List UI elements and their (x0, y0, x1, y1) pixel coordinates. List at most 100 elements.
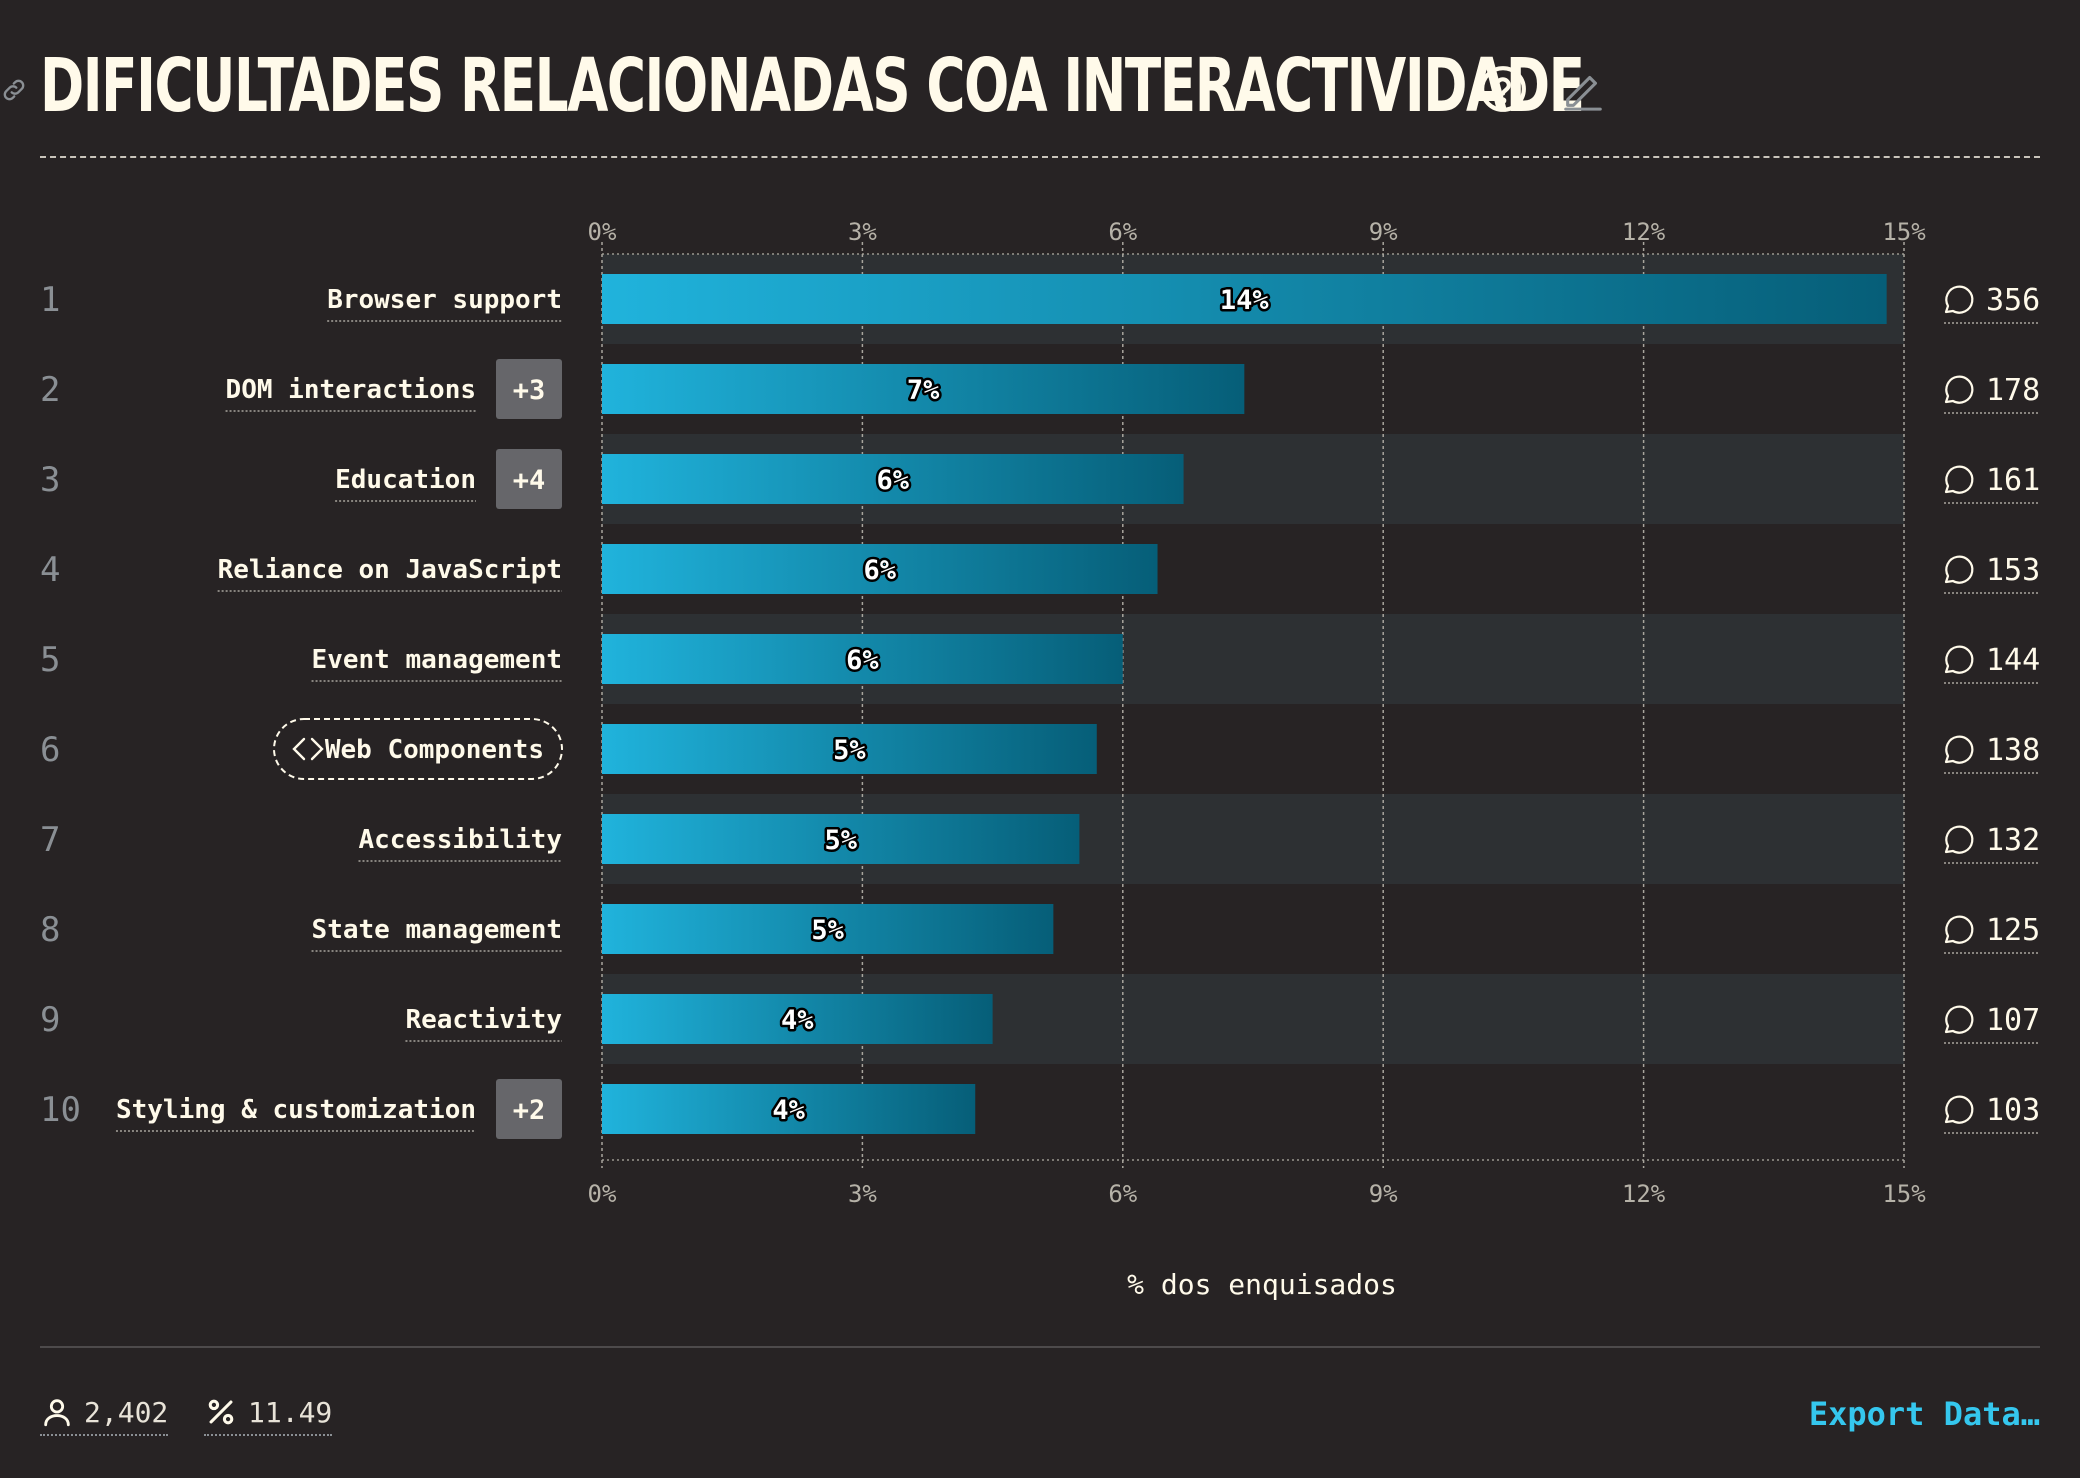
rank-number: 4 (40, 550, 60, 590)
bar[interactable] (602, 454, 1184, 504)
bar-value-label: 14% (1220, 285, 1270, 316)
bar[interactable] (602, 994, 993, 1044)
bar[interactable] (602, 634, 1123, 684)
category-label[interactable]: Reactivity (405, 1005, 562, 1035)
bar-row[interactable]: 10 +2 Styling & customization 4% 103 (40, 1079, 2040, 1139)
category-label[interactable]: Education (335, 465, 476, 495)
comment-icon (1944, 555, 1974, 584)
comment-count[interactable]: 107 (1986, 1003, 2040, 1038)
category-label[interactable]: DOM interactions (226, 375, 476, 405)
rank-number: 9 (40, 1000, 60, 1040)
bar-value-label: 7% (907, 375, 940, 406)
comment-icon (1944, 645, 1974, 674)
bar[interactable] (602, 724, 1097, 774)
highlight-pill[interactable] (273, 718, 563, 780)
bar-value-label: 6% (864, 555, 897, 586)
x-tick-label: 15% (1882, 1180, 1926, 1208)
x-tick-label: 6% (1108, 218, 1137, 246)
bar[interactable] (602, 814, 1080, 864)
bar-row[interactable]: 3 +4 Education 6% 161 (40, 449, 2040, 509)
comment-count[interactable]: 356 (1986, 283, 2040, 318)
x-axis-label: % dos enquisados (1127, 1268, 1397, 1301)
bar-row[interactable]: 4 Reliance on JavaScript 6% 153 (40, 544, 2040, 594)
comment-count[interactable]: 132 (1986, 823, 2040, 858)
category-label[interactable]: Reliance on JavaScript (218, 555, 562, 585)
category-label[interactable]: Event management (312, 645, 562, 675)
comment-count[interactable]: 125 (1986, 913, 2040, 948)
x-tick-label: 12% (1622, 218, 1666, 246)
bar-rows: 1 Browser support 14% 356 2 +3 DOM interaction… (40, 274, 2040, 1139)
comment-count[interactable]: 178 (1986, 373, 2040, 408)
bar-value-label: 6% (846, 645, 879, 676)
grid-lines (601, 242, 1905, 1168)
extra-badge-label: +3 (513, 375, 546, 406)
row-bands (602, 254, 1904, 1064)
bar-value-label: 5% (811, 915, 844, 946)
rank-number: 1 (40, 280, 60, 320)
category-label[interactable]: Accessibility (359, 825, 563, 855)
extra-badge[interactable] (496, 449, 562, 509)
chart-header: DIFICULTADES RELACIONADAS COA INTERACTIV… (3, 38, 2040, 158)
bar[interactable] (602, 364, 1245, 414)
rank-number: 7 (40, 820, 60, 860)
bar-row[interactable]: 8 State management 5% 125 (40, 904, 2040, 954)
respondents-count: 2,402 (84, 1395, 169, 1429)
bar-value-label: 4% (772, 1095, 805, 1126)
footer-divider (40, 1346, 2040, 1348)
rank-number: 2 (40, 370, 60, 410)
pencil-icon[interactable] (1560, 66, 1606, 112)
bar-row[interactable]: 1 Browser support 14% 356 (40, 274, 2040, 324)
bar-value-label: 5% (833, 735, 866, 766)
comment-icon (1944, 1005, 1974, 1034)
extra-badge-label: +4 (513, 465, 546, 496)
x-tick-label: 0% (588, 218, 617, 246)
comment-count[interactable]: 153 (1986, 553, 2040, 588)
bar-row[interactable]: 6 Web Components 5% 138 (40, 718, 2040, 780)
comment-count[interactable]: 138 (1986, 733, 2040, 768)
rank-number: 3 (40, 460, 60, 500)
x-tick-label: 15% (1882, 218, 1926, 246)
respondents-stat[interactable]: 2,402 (40, 1392, 169, 1436)
bar-value-label: 4% (781, 1005, 814, 1036)
x-tick-label: 3% (848, 1180, 877, 1208)
bar-row[interactable]: 2 +3 DOM interactions 7% 178 (40, 359, 2040, 419)
bar-value-label: 6% (877, 465, 910, 496)
code-icon (292, 737, 324, 761)
x-tick-label: 9% (1369, 1180, 1398, 1208)
comment-icon (1944, 825, 1974, 854)
category-label[interactable]: Browser support (327, 285, 562, 315)
bar-row[interactable]: 5 Event management 6% 144 (40, 634, 2040, 684)
x-tick-label: 3% (848, 218, 877, 246)
bar-row[interactable]: 9 Reactivity 4% 107 (40, 994, 2040, 1044)
page-title: DIFICULTADES RELACIONADAS COA INTERACTIV… (40, 43, 1585, 129)
bar[interactable] (602, 274, 1887, 324)
comment-icon (1944, 285, 1974, 314)
comment-count[interactable]: 161 (1986, 463, 2040, 498)
export-data-button[interactable]: Export Data… (1808, 1395, 2040, 1433)
bar[interactable] (602, 904, 1054, 954)
x-tick-label: 12% (1622, 1180, 1666, 1208)
bar-row[interactable]: 7 Accessibility 5% 132 (40, 814, 2040, 864)
extra-badge[interactable] (496, 359, 562, 419)
link-icon[interactable] (0, 76, 28, 104)
header-divider (40, 156, 2040, 158)
percent-icon (208, 1399, 234, 1425)
comment-count[interactable]: 144 (1986, 643, 2040, 678)
comment-icon (1944, 735, 1974, 764)
rank-number: 5 (40, 640, 60, 680)
percent-value: 11.49 (248, 1395, 333, 1429)
x-axis-top: 0% 3% 6% 9% 12% 15% (588, 218, 1927, 246)
x-tick-label: 9% (1369, 218, 1398, 246)
extra-badge[interactable] (496, 1079, 562, 1139)
x-tick-label: 6% (1108, 1180, 1137, 1208)
bar[interactable] (602, 544, 1158, 594)
help-circle-icon[interactable] (1478, 64, 1528, 114)
bar-chart: 0% 3% 6% 9% 12% 15% 0% 3% 6% 9% 12% 15% 1 Browser s… (40, 218, 2040, 1301)
percent-stat[interactable]: 11.49 (204, 1392, 333, 1436)
category-label[interactable]: Styling & customization (116, 1095, 476, 1125)
comment-count[interactable]: 103 (1986, 1093, 2040, 1128)
bar[interactable] (602, 1084, 976, 1134)
x-tick-label: 0% (588, 1180, 617, 1208)
category-label[interactable]: Web Components (325, 735, 544, 765)
category-label[interactable]: State management (312, 915, 562, 945)
